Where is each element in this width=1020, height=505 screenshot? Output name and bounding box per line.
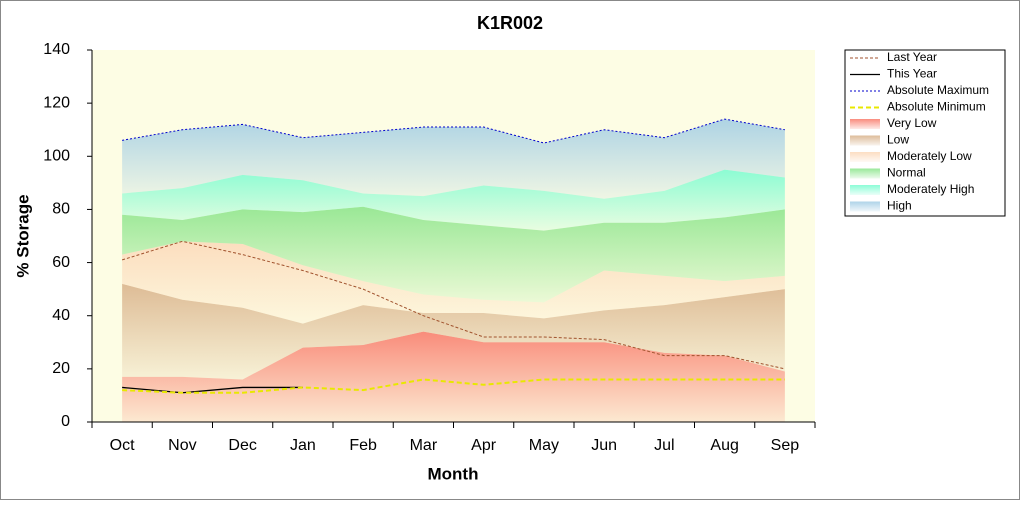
x-tick-label: Jan	[290, 437, 316, 454]
y-tick-label: 100	[43, 148, 70, 165]
legend-swatch	[850, 168, 880, 179]
y-tick-label: 120	[43, 94, 70, 111]
series-line	[122, 378, 785, 394]
series-line	[121, 240, 785, 370]
band-area	[122, 206, 785, 303]
x-tick-label: Mar	[410, 437, 438, 454]
series-line	[122, 386, 303, 394]
legend-swatch	[850, 135, 880, 146]
legend-label: Absolute Maximum	[887, 83, 989, 97]
x-axis-label: Month	[428, 464, 479, 483]
legend-label: This Year	[887, 67, 937, 81]
chart-title: K1R002	[477, 13, 543, 33]
y-tick-label: 80	[52, 201, 70, 218]
legend-label: Normal	[887, 166, 926, 180]
band-area	[122, 119, 785, 199]
legend-label: High	[887, 199, 912, 213]
band-area	[122, 169, 785, 231]
x-tick-label: Oct	[110, 437, 135, 454]
x-tick-label: Nov	[168, 437, 196, 454]
y-tick-label: 60	[52, 254, 70, 271]
band-area	[122, 241, 785, 324]
x-tick-label: Feb	[349, 437, 377, 454]
legend-swatch	[850, 119, 880, 129]
legend-label: Absolute Minimum	[887, 100, 986, 114]
x-tick-label: Aug	[710, 437, 738, 454]
y-tick-label: 140	[43, 41, 70, 58]
x-tick-label: Apr	[471, 437, 497, 454]
x-tick-label: Jul	[654, 437, 674, 454]
legend-swatch	[850, 185, 880, 195]
legend-swatch	[850, 152, 880, 162]
x-tick-label: Jun	[591, 437, 617, 454]
legend-label: Moderately High	[887, 182, 974, 196]
legend-label: Last Year	[887, 50, 937, 64]
x-tick-label: May	[529, 437, 559, 454]
y-tick-label: 0	[61, 413, 70, 430]
legend-label: Moderately Low	[887, 149, 972, 163]
x-tick-label: Dec	[228, 437, 256, 454]
band-area	[122, 331, 785, 422]
legend-swatch	[850, 201, 880, 212]
legend-label: Low	[887, 133, 909, 147]
x-tick-label: Sep	[771, 437, 800, 454]
y-axis-label: % Storage	[13, 194, 32, 277]
y-tick-label: 40	[52, 307, 70, 324]
band-area	[122, 283, 785, 380]
y-tick-label: 20	[52, 360, 70, 377]
legend-label: Very Low	[887, 116, 937, 130]
